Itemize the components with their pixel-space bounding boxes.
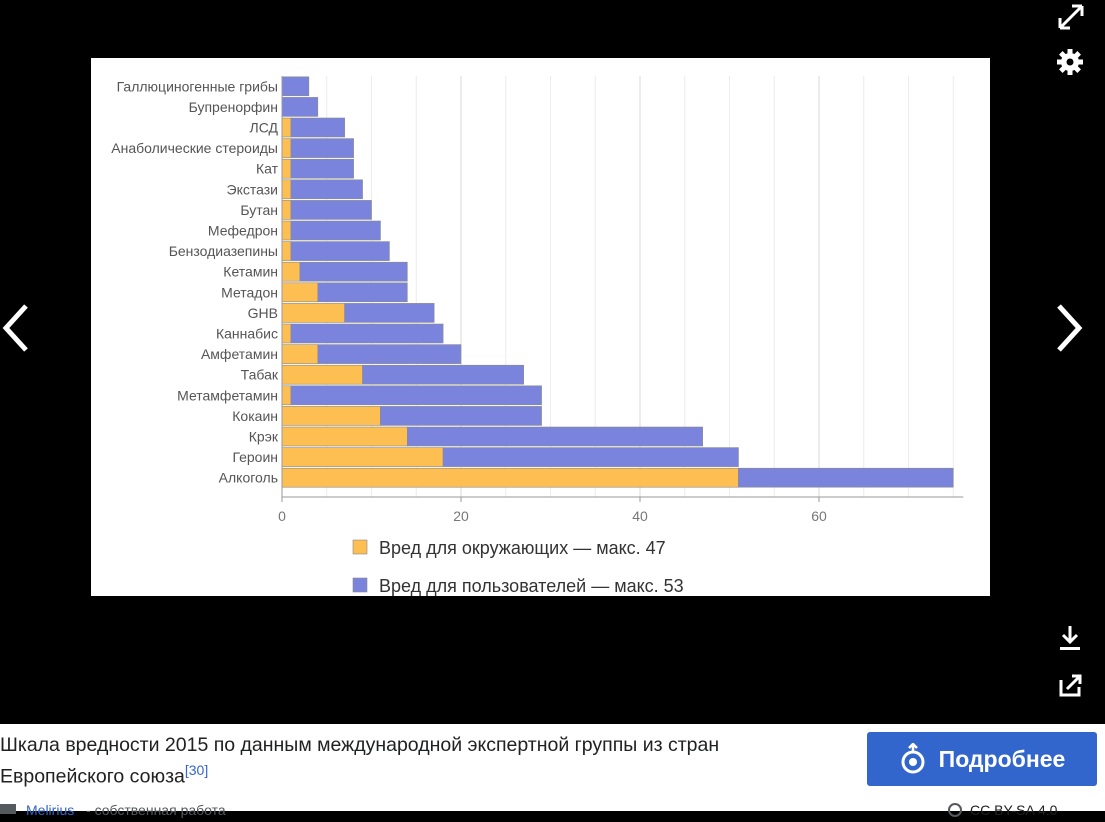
- caption-text: Шкала вредности 2015 по данным междунаро…: [0, 734, 720, 788]
- bar-segment: [290, 138, 354, 158]
- author-icon: [0, 804, 16, 814]
- category-label: Каннабис: [216, 326, 278, 342]
- category-label: Бутан: [240, 202, 278, 218]
- author-source: - собственная работа: [86, 802, 226, 818]
- x-tick-label: 40: [632, 508, 648, 524]
- bar-segment: [281, 323, 292, 344]
- bar-segment: [290, 179, 363, 200]
- more-details-button[interactable]: Подробнее: [867, 732, 1097, 786]
- bar-segment: [406, 426, 703, 447]
- bar-segment: [738, 467, 954, 488]
- bar-segment: [344, 303, 435, 323]
- bar-segment: [290, 158, 354, 179]
- bar-segment: [290, 323, 444, 344]
- category-label: Амфетамин: [201, 346, 278, 362]
- bar-segment: [290, 385, 542, 406]
- x-tick-label: 60: [811, 508, 827, 524]
- category-label: Кетамин: [223, 264, 278, 280]
- bar-segment: [299, 261, 408, 282]
- category-label: Метадон: [221, 284, 278, 300]
- bar-segment: [281, 220, 292, 241]
- x-tick-label: 0: [278, 508, 286, 524]
- category-label: Бензодиазепины: [169, 243, 278, 259]
- bar-segment: [281, 364, 363, 385]
- category-label: Галлюциногенные грибы: [117, 78, 278, 94]
- chevron-right-icon[interactable]: [1055, 300, 1085, 356]
- category-label: Метамфетамин: [177, 387, 278, 403]
- expand-icon[interactable]: [1056, 2, 1086, 32]
- category-label: Мефедрон: [208, 223, 278, 239]
- gear-icon[interactable]: [1055, 47, 1085, 77]
- download-icon[interactable]: [1058, 624, 1082, 652]
- bar-segment: [281, 447, 444, 467]
- legend-label: Вред для окружающих — макс. 47: [379, 538, 666, 558]
- media-viewer: Галлюциногенные грибы Бупренорфин ЛСД Анабо…: [0, 2, 1086, 698]
- category-label: Бупренорфин: [189, 99, 278, 115]
- author-link[interactable]: Melirius: [26, 802, 75, 818]
- bar-segment: [290, 241, 390, 261]
- more-details-label: Подробнее: [938, 745, 1066, 772]
- reference-link[interactable]: [30]: [184, 762, 209, 778]
- legend-swatch: [352, 577, 368, 593]
- bar-segment: [281, 241, 292, 261]
- bar-segment: [281, 467, 739, 488]
- category-label: Героин: [232, 449, 278, 465]
- file-footer: Шкала вредности 2015 по данным междунаро…: [0, 724, 1105, 818]
- bar-segment: [281, 385, 292, 406]
- share-icon[interactable]: [1058, 672, 1084, 698]
- bar-segment: [281, 282, 319, 303]
- harm-chart: Галлюциногенные грибы Бупренорфин ЛСД Анабо…: [111, 76, 964, 596]
- x-tick-label: 20: [453, 508, 469, 524]
- bar-segment: [281, 179, 292, 200]
- category-label: Экстази: [227, 181, 278, 197]
- category-label: Крэк: [249, 429, 279, 445]
- bar-segment: [281, 117, 292, 138]
- chart-image: Галлюциногенные грибы Бупренорфин ЛСД Анабо…: [91, 58, 990, 596]
- license-info[interactable]: CC BY-SA 4.0: [948, 802, 1057, 818]
- cc-icon: [948, 803, 962, 817]
- bar-segment: [281, 158, 292, 179]
- category-label: ЛСД: [250, 120, 279, 136]
- bar-segment: [281, 200, 292, 220]
- bar-segment: [281, 76, 310, 97]
- commons-icon: [901, 743, 925, 774]
- legend-swatch: [352, 539, 368, 555]
- bar-segment: [442, 447, 739, 467]
- legend-label: Вред для пользователей — макс. 53: [379, 576, 684, 596]
- bar-segment: [281, 303, 345, 323]
- chevron-left-icon[interactable]: [0, 300, 30, 356]
- bar-segment: [362, 364, 524, 385]
- image-caption: Шкала вредности 2015 по данным междунаро…: [0, 733, 820, 790]
- bar-segment: [281, 406, 381, 426]
- category-label: Алкоголь: [219, 470, 278, 486]
- category-label: Кокаин: [232, 408, 278, 424]
- category-label: Анаболические стероиды: [111, 140, 278, 156]
- bar-segment: [317, 282, 408, 303]
- bar-segment: [290, 117, 345, 138]
- bar-segment: [281, 97, 319, 117]
- bar-segment: [281, 426, 408, 447]
- category-label: Табак: [241, 367, 279, 383]
- bar-segment: [290, 220, 381, 241]
- bar-segment: [281, 261, 301, 282]
- author-row: Melirius - собственная работа CC BY-SA 4…: [0, 802, 1105, 822]
- bar-segment: [281, 344, 319, 364]
- bar-segment: [380, 406, 542, 426]
- bar-segment: [290, 200, 372, 220]
- bar-segment: [317, 344, 462, 364]
- category-label: Кат: [256, 161, 279, 177]
- bar-segment: [281, 138, 292, 158]
- category-label: GHB: [248, 305, 278, 321]
